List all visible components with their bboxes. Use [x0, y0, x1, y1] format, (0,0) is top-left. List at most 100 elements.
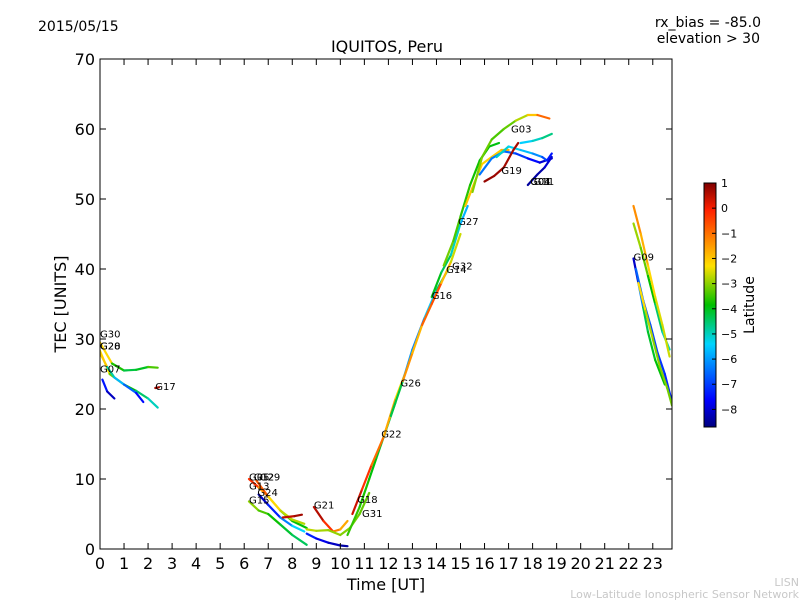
satellite-label: G27 [458, 217, 478, 228]
x-tick-label: 11 [354, 554, 374, 573]
tec-segment [312, 505, 325, 523]
tec-segment [267, 503, 282, 519]
tec-segment [257, 509, 270, 516]
tec-segment [642, 306, 650, 334]
tec-segment [358, 477, 371, 509]
plot-frame [99, 58, 673, 550]
tec-segment [637, 281, 647, 313]
tec-segment [502, 148, 515, 169]
tec-segment [346, 505, 361, 537]
x-tick-label: 9 [311, 554, 321, 573]
tec-segment [339, 519, 349, 531]
x-tick-label: 20 [570, 554, 590, 573]
tec-segment [305, 532, 318, 540]
satellite-label: G12 [254, 472, 274, 483]
date-label: 2015/05/15 [38, 19, 119, 35]
tec-segment [666, 386, 672, 407]
x-tick-label: 4 [191, 554, 201, 573]
tec-segment [368, 456, 378, 481]
tec-segment [358, 491, 371, 516]
tec-segment [442, 239, 455, 267]
tec-segment [654, 302, 664, 334]
tec-segment [411, 323, 424, 355]
tec-segment [267, 495, 282, 512]
colorbar-label: Latitude [742, 276, 758, 334]
tec-segment [639, 232, 650, 267]
tec-segment [644, 309, 654, 341]
x-tick-label: 0 [95, 554, 105, 573]
x-tick-label: 3 [167, 554, 177, 573]
footer-network: Low-Latitude Ionospheric Sensor Network [570, 588, 799, 600]
tec-segment [389, 379, 404, 418]
x-tick-label: 14 [426, 554, 446, 573]
tec-segment [305, 528, 318, 532]
x-tick-label: 23 [643, 554, 663, 573]
satellite-label: G05 [249, 472, 269, 483]
tec-segment [651, 337, 662, 369]
x-tick-label: 16 [474, 554, 494, 573]
tec-segment [632, 222, 642, 250]
tec-segment [490, 127, 505, 141]
series-g13 [483, 141, 520, 183]
tec-segment [452, 215, 462, 243]
tec-segment [122, 383, 138, 394]
series-g31 [305, 491, 371, 537]
tec-segment [315, 537, 330, 544]
series-g21 [312, 505, 349, 533]
x-tick-label: 5 [215, 554, 225, 573]
series-g30 [100, 341, 159, 372]
tec-segment [332, 528, 342, 533]
tec-segment [490, 148, 503, 159]
tec-segment [440, 253, 452, 274]
tec-segment [147, 397, 159, 409]
tec-segment [440, 260, 452, 285]
tec-segment [646, 330, 657, 362]
tec-segment [449, 232, 462, 264]
footer-lisn: LISN [774, 576, 799, 589]
series-g04 [495, 145, 553, 162]
satellite-label: G04 [530, 177, 550, 188]
tec-segment [469, 159, 481, 187]
x-tick-label: 19 [546, 554, 566, 573]
x-tick-label: 7 [263, 554, 273, 573]
series-g06 [519, 132, 553, 145]
x-tick-label: 22 [619, 554, 639, 573]
tec-segment [430, 281, 443, 306]
tec-segment [639, 246, 650, 278]
tec-segment [106, 365, 116, 379]
tec-segment [255, 479, 270, 498]
tec-segment [654, 358, 666, 386]
tec-segment [113, 376, 126, 386]
tec-segment [401, 351, 414, 383]
y-tick-label: 30 [75, 330, 95, 349]
tec-segment [421, 302, 433, 327]
tec-segment [536, 113, 551, 120]
tec-segment [545, 152, 553, 162]
tec-segment [110, 362, 126, 372]
tec-segment [360, 463, 373, 491]
x-tick-label: 13 [402, 554, 422, 573]
x-tick-label: 1 [119, 554, 129, 573]
tec-segment [247, 500, 260, 512]
colorbar [703, 182, 717, 428]
tec-segment [543, 155, 553, 169]
tec-segment [135, 389, 150, 400]
x-tick-label: 21 [595, 554, 615, 573]
tec-segment [327, 541, 342, 547]
series-g29 [255, 479, 306, 525]
tec-segment [101, 378, 109, 393]
tec-segment [279, 523, 294, 537]
y-axis: 0 10 20 30 40 50 60 70 [75, 50, 672, 559]
colorbar-tick-label: −6 [721, 353, 737, 366]
satellite-label: G07 [100, 365, 120, 376]
series-g05 [281, 513, 303, 519]
satellite-label: G30 [100, 330, 120, 341]
series-g18 [305, 532, 349, 548]
y-tick-label: 50 [75, 190, 95, 209]
satellite-label: G26 [400, 379, 420, 390]
satellite-label: G14 [446, 265, 466, 276]
tec-segment [135, 391, 145, 404]
tec-segment [514, 152, 529, 160]
